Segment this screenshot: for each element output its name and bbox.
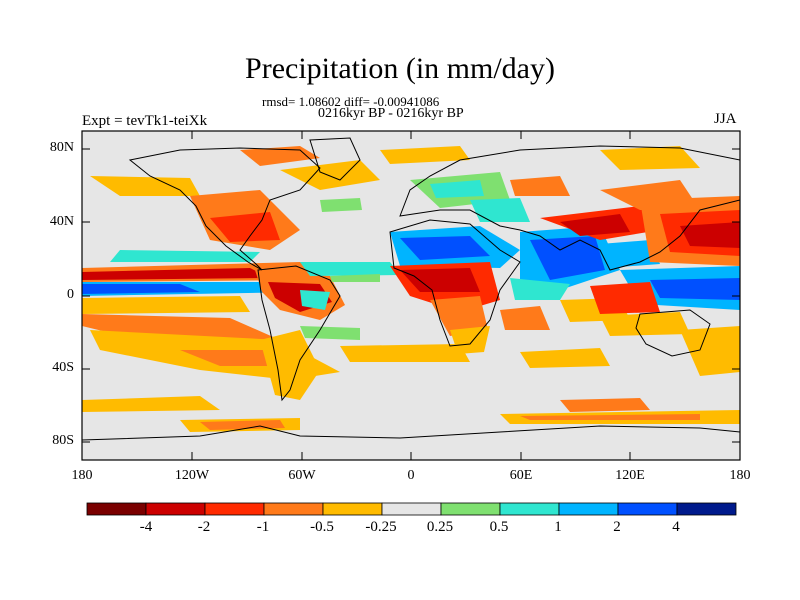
colorbar-label: 4 [672,519,680,535]
anomaly-patch [560,214,630,236]
colorbar [86,502,737,516]
coastline-greenland [309,137,361,181]
anomaly-patch [200,420,285,430]
period-line: 0216kyr BP - 0216kyr BP [318,106,464,121]
anomaly-patch [300,326,360,340]
anomaly-patch [520,348,610,368]
colorbar-label: -1 [256,519,270,535]
anomaly-patch [380,146,470,164]
anomaly-patch [590,282,660,314]
anomaly-patch [240,146,320,166]
colorbar-box [322,502,383,516]
colorbar-box [676,502,737,516]
anomaly-patch [82,268,270,280]
anomaly-patch [560,398,650,412]
colorbar-label: -4 [139,519,153,535]
x-tick-label: 0 [407,468,415,483]
anomaly-patch [520,414,700,420]
colorbar-label: 1 [554,519,562,535]
x-tick-label: 180 [729,468,751,483]
anomaly-patch [280,160,380,190]
x-tick-label: 60E [509,468,533,483]
anomaly-patch [330,274,380,282]
anomaly-patch [600,146,700,170]
y-tick-label: 0 [67,287,74,302]
anomaly-patch [340,344,470,362]
x-tick-label: 120E [615,468,645,483]
y-tick-label: 40N [49,214,74,229]
chart-title: Precipitation (in mm/day) [245,52,555,85]
anomaly-patch [400,236,490,260]
anomaly-patch [500,306,550,330]
x-tick-label: 60W [288,468,316,483]
colorbar-box [499,502,560,516]
anomaly-patch [510,176,570,196]
anomaly-patch [82,284,200,294]
coastline-australia [635,309,711,357]
experiment-label: Expt = tevTk1-teiXk [82,113,208,129]
anomaly-field [82,146,740,432]
colorbar-label: 0.25 [426,519,454,535]
anomaly-patch [82,296,250,314]
anomaly-patch [110,250,260,262]
anomaly-patch [300,262,400,276]
colorbar-box [381,502,442,516]
colorbar-box [204,502,265,516]
anomaly-patch [680,222,740,248]
axis-ticks [82,131,740,460]
colorbar-box [263,502,324,516]
anomaly-patch [510,278,570,300]
anomaly-patch [320,198,362,212]
anomaly-patch [530,236,605,280]
coastline-africa [389,219,521,347]
y-tick-label: 80S [52,433,74,448]
x-tick-label: 120W [174,468,210,483]
anomaly-patch [260,330,320,400]
anomaly-patch [430,180,484,198]
coastline-south-america [257,265,341,402]
y-tick-label: 80N [49,140,74,155]
anomaly-patch [470,198,530,222]
anomaly-patch [400,268,480,292]
colorbar-label: -0.5 [310,519,334,535]
anomaly-patch [82,396,220,412]
colorbar-box [440,502,501,516]
colorbar-box [145,502,206,516]
coastline-antarctica [82,425,740,441]
colorbar-label: -2 [197,519,211,535]
coastline-north-america [128,147,321,271]
x-tick-label: 180 [71,468,93,483]
coastline-eurasia [399,145,740,271]
colorbar-label: 0.5 [489,519,509,535]
anomaly-patch [600,312,690,336]
y-tick-label: 40S [52,360,74,375]
anomaly-patch [90,176,200,196]
stats-line: rmsd= 1.08602 diff= -0.00941086 [262,94,440,109]
colorbar-box [558,502,619,516]
anomaly-patch [430,296,488,336]
colorbar-box [617,502,678,516]
anomaly-patch [300,290,330,310]
anomaly-patch [600,240,660,268]
colorbar-label: 2 [613,519,621,535]
anomaly-patch [680,326,740,376]
anomaly-patch [650,278,740,300]
colorbar-label: -0.25 [365,519,397,535]
colorbar-box [86,502,147,516]
coastlines [82,137,740,441]
season-label: JJA [714,111,737,127]
